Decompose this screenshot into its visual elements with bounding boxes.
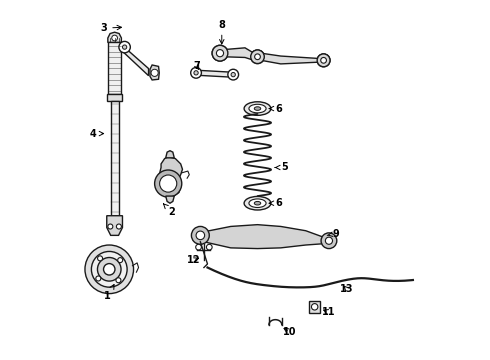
Text: 11: 11 [322, 307, 336, 317]
Circle shape [96, 276, 101, 281]
Text: 2: 2 [164, 204, 175, 217]
Circle shape [206, 244, 212, 250]
Circle shape [118, 258, 122, 263]
Circle shape [103, 264, 115, 275]
Circle shape [321, 58, 326, 63]
FancyBboxPatch shape [108, 42, 121, 94]
Circle shape [251, 50, 264, 64]
Circle shape [85, 245, 134, 294]
Circle shape [255, 54, 260, 60]
Ellipse shape [244, 197, 271, 210]
Circle shape [98, 257, 121, 281]
Text: 6: 6 [270, 104, 282, 113]
Polygon shape [204, 225, 325, 249]
Circle shape [122, 45, 127, 49]
Ellipse shape [254, 202, 261, 205]
Polygon shape [166, 196, 174, 203]
Ellipse shape [249, 104, 266, 113]
Text: 12: 12 [187, 255, 200, 265]
Circle shape [321, 58, 326, 63]
Ellipse shape [249, 199, 266, 207]
Text: 9: 9 [327, 229, 340, 239]
Polygon shape [159, 157, 182, 196]
Text: 6: 6 [270, 198, 282, 208]
Circle shape [251, 50, 264, 64]
Circle shape [317, 54, 330, 67]
Polygon shape [108, 32, 122, 42]
Circle shape [312, 303, 318, 310]
Circle shape [212, 45, 228, 61]
Text: 3: 3 [100, 23, 122, 33]
Polygon shape [166, 151, 174, 158]
Circle shape [325, 237, 333, 244]
Circle shape [155, 170, 182, 197]
Text: 10: 10 [283, 327, 296, 337]
Circle shape [196, 231, 205, 240]
Polygon shape [223, 48, 320, 64]
Text: 4: 4 [90, 129, 103, 139]
Circle shape [217, 50, 223, 57]
Circle shape [231, 72, 235, 77]
Circle shape [119, 41, 130, 53]
FancyBboxPatch shape [107, 94, 122, 101]
Polygon shape [150, 65, 159, 80]
Circle shape [98, 256, 102, 261]
Circle shape [321, 233, 337, 249]
Polygon shape [107, 216, 122, 235]
Text: 5: 5 [275, 162, 288, 172]
Circle shape [117, 224, 122, 229]
Ellipse shape [254, 107, 261, 111]
Polygon shape [198, 70, 231, 77]
Circle shape [317, 54, 330, 67]
Text: 1: 1 [104, 284, 114, 301]
Circle shape [160, 175, 177, 192]
Polygon shape [309, 301, 320, 312]
Circle shape [151, 69, 158, 76]
FancyBboxPatch shape [111, 101, 119, 216]
Text: 7: 7 [194, 61, 200, 71]
Circle shape [192, 226, 209, 244]
Circle shape [255, 54, 260, 60]
Circle shape [116, 278, 121, 283]
Circle shape [108, 224, 113, 229]
Circle shape [194, 71, 198, 75]
Text: 8: 8 [219, 19, 225, 44]
Circle shape [92, 251, 127, 287]
Circle shape [191, 67, 201, 78]
Polygon shape [121, 44, 148, 76]
Ellipse shape [244, 102, 271, 115]
Circle shape [217, 50, 223, 57]
Text: 13: 13 [340, 284, 354, 294]
Circle shape [228, 69, 239, 80]
Circle shape [112, 35, 118, 41]
Circle shape [196, 244, 201, 250]
Circle shape [212, 45, 228, 61]
